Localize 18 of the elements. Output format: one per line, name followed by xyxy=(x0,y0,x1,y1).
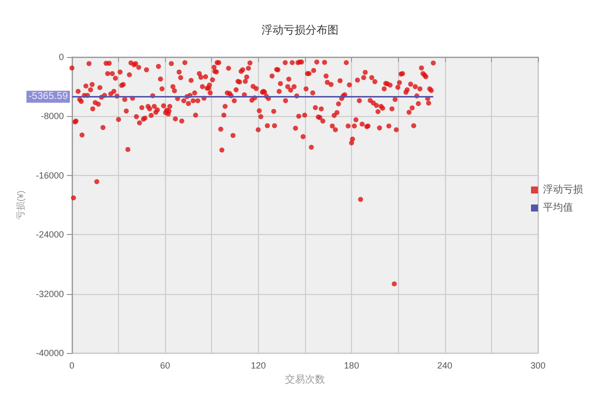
y-tick-label: 0 xyxy=(58,52,64,62)
chart-title: 浮动亏损分布图 xyxy=(262,24,338,36)
legend-label: 平均值 xyxy=(543,202,573,214)
x-tick-label: 180 xyxy=(344,360,360,371)
annotation: -5365.59 xyxy=(28,91,68,102)
x-tick-label: 60 xyxy=(160,360,170,371)
x-tick-label: 0 xyxy=(69,360,74,371)
x-axis-title: 交易次数 xyxy=(284,374,325,386)
y-tick-label: -8000 xyxy=(40,111,64,122)
y-tick-label: -16000 xyxy=(36,170,64,180)
x-tick-label: 240 xyxy=(437,360,452,371)
x-tick-label: 300 xyxy=(530,360,546,371)
y-tick-label: -32000 xyxy=(36,288,64,299)
y-axis-title: 亏损(¥) xyxy=(16,190,26,220)
y-tick-label: -40000 xyxy=(36,348,64,358)
legend-label: 浮动亏损 xyxy=(543,184,583,196)
x-tick-label: 120 xyxy=(250,360,266,371)
y-tick-label: -24000 xyxy=(36,230,64,240)
